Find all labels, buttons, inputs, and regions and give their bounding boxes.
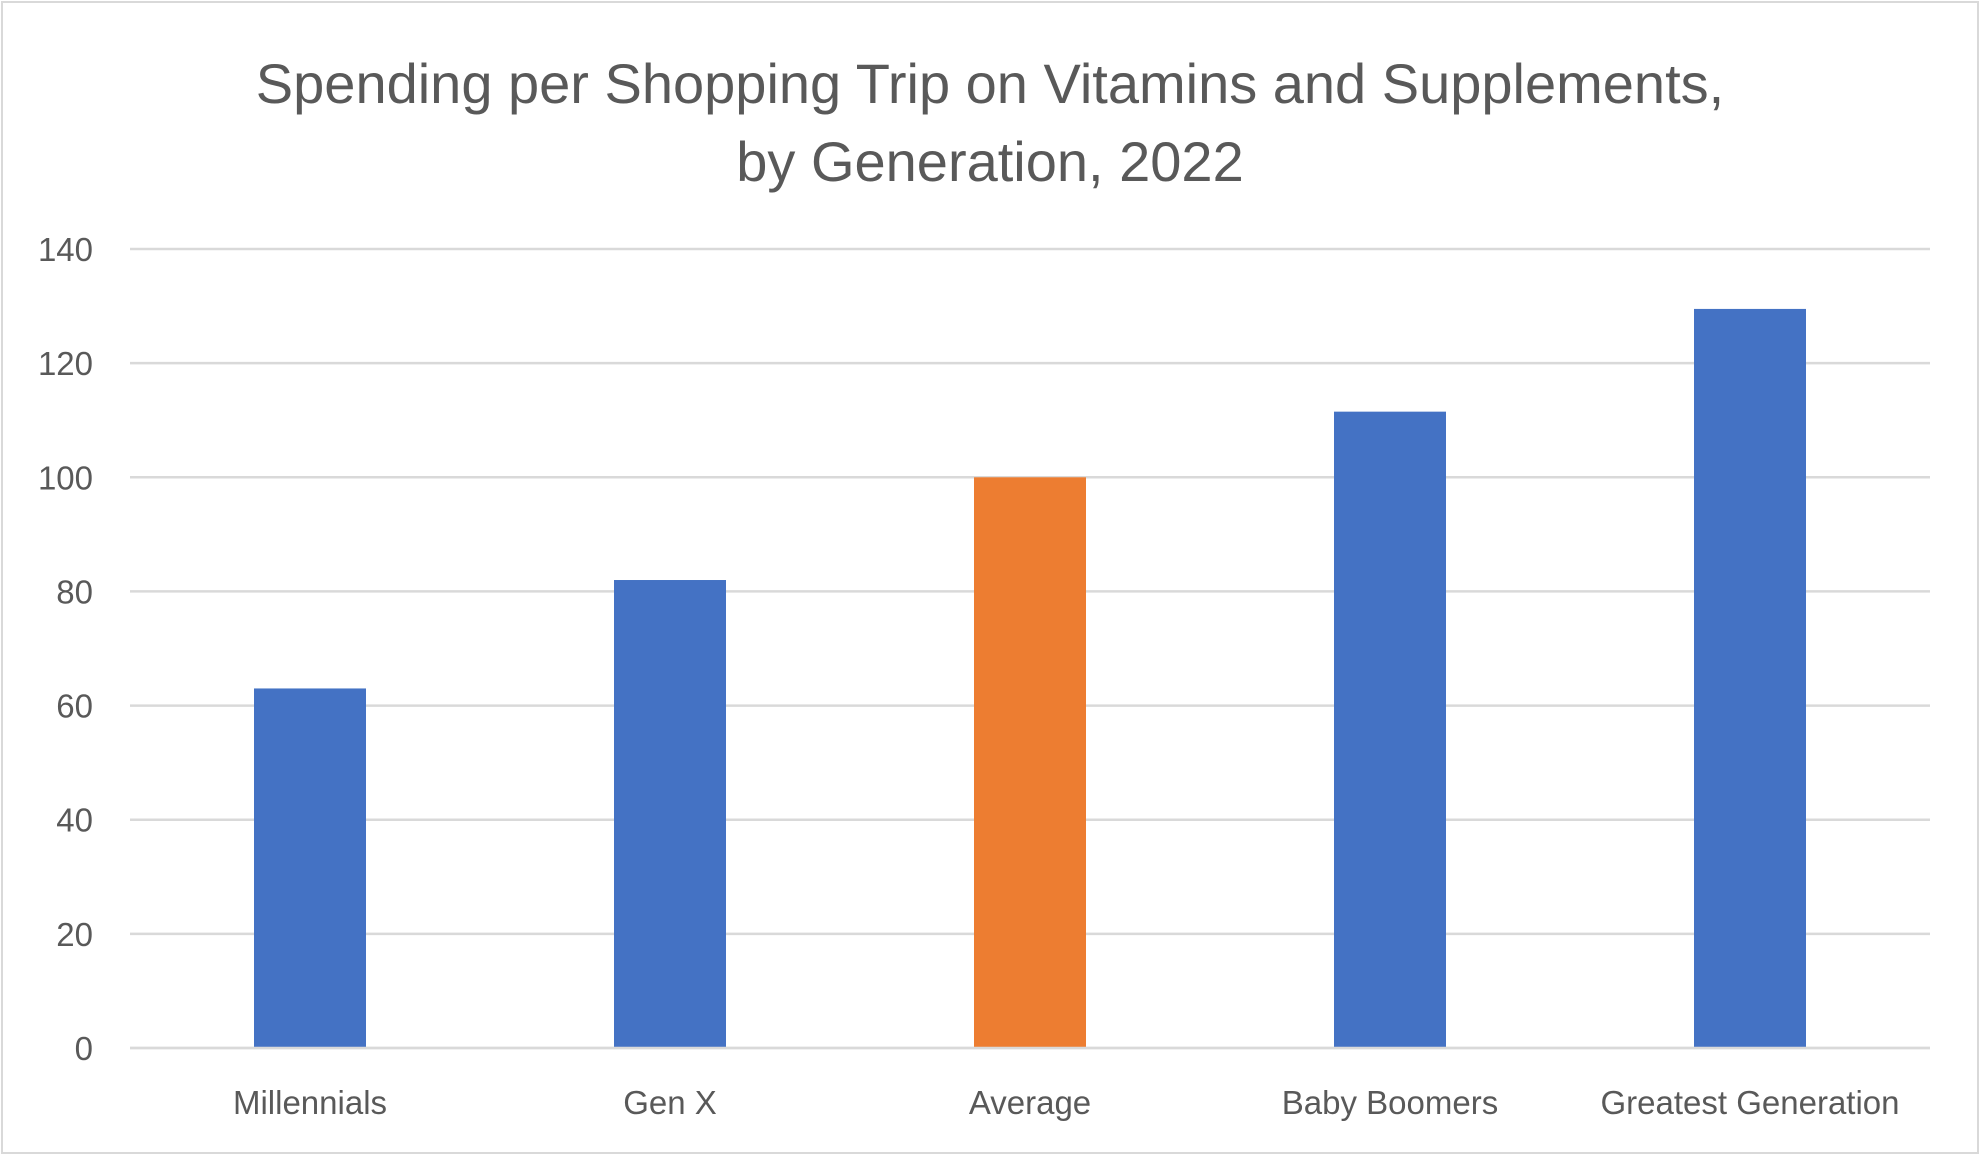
x-tick-label: Baby Boomers bbox=[1282, 1084, 1498, 1121]
y-tick-label: 80 bbox=[56, 573, 93, 610]
chart-title-line-1: Spending per Shopping Trip on Vitamins a… bbox=[255, 52, 1725, 115]
bar-baby-boomers bbox=[1334, 411, 1446, 1048]
y-tick-label: 0 bbox=[75, 1030, 93, 1067]
y-tick-label: 120 bbox=[38, 345, 93, 382]
x-tick-label: Millennials bbox=[233, 1084, 387, 1121]
x-tick-label: Greatest Generation bbox=[1601, 1084, 1900, 1121]
x-tick-label: Average bbox=[969, 1084, 1091, 1121]
bar-average bbox=[974, 477, 1086, 1048]
y-tick-label: 140 bbox=[38, 231, 93, 268]
y-tick-label: 60 bbox=[56, 688, 93, 725]
bar-millennials bbox=[254, 688, 366, 1048]
y-tick-label: 20 bbox=[56, 916, 93, 953]
x-tick-label: Gen X bbox=[623, 1084, 717, 1121]
bar-greatest-generation bbox=[1694, 308, 1806, 1048]
y-tick-label: 40 bbox=[56, 802, 93, 839]
chart-title: Spending per Shopping Trip on Vitamins a… bbox=[3, 45, 1977, 201]
bar-gen-x bbox=[614, 580, 726, 1048]
chart-title-line-2: by Generation, 2022 bbox=[736, 130, 1244, 193]
y-tick-label: 100 bbox=[38, 459, 93, 496]
